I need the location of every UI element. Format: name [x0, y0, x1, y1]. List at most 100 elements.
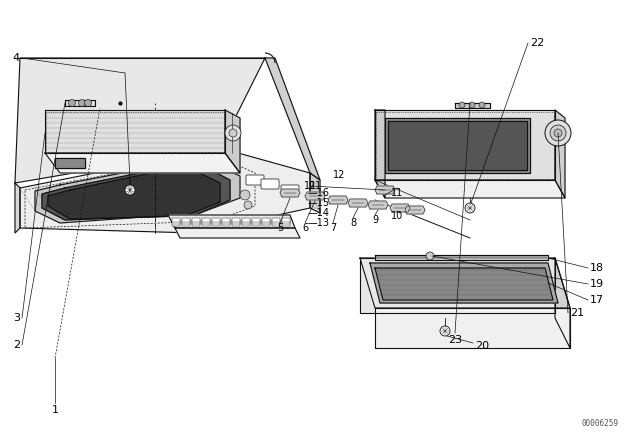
- Polygon shape: [45, 153, 240, 173]
- Bar: [252, 222, 260, 226]
- Polygon shape: [375, 308, 570, 348]
- Polygon shape: [65, 100, 95, 106]
- Text: 20: 20: [475, 341, 489, 351]
- Text: —15: —15: [308, 198, 330, 208]
- Bar: [242, 222, 250, 226]
- Polygon shape: [45, 110, 225, 153]
- Polygon shape: [370, 263, 558, 303]
- Circle shape: [225, 125, 241, 141]
- Text: 10: 10: [391, 211, 403, 221]
- Polygon shape: [35, 158, 240, 223]
- Polygon shape: [42, 162, 230, 220]
- Text: —16: —16: [308, 188, 330, 198]
- Circle shape: [426, 252, 434, 260]
- Polygon shape: [375, 255, 548, 260]
- Bar: [242, 218, 250, 222]
- Text: 7: 7: [330, 223, 336, 233]
- Bar: [192, 222, 200, 226]
- Bar: [232, 222, 240, 226]
- Circle shape: [440, 326, 450, 336]
- Polygon shape: [55, 158, 85, 168]
- Text: 18: 18: [590, 263, 604, 273]
- FancyBboxPatch shape: [261, 179, 279, 189]
- Polygon shape: [360, 258, 555, 313]
- Circle shape: [240, 190, 250, 200]
- Text: 4: 4: [13, 53, 20, 63]
- Circle shape: [125, 185, 135, 195]
- Text: 6: 6: [302, 223, 308, 233]
- Polygon shape: [360, 258, 570, 308]
- Polygon shape: [20, 148, 310, 233]
- Polygon shape: [48, 166, 220, 219]
- Circle shape: [554, 129, 562, 137]
- Text: 21: 21: [570, 308, 584, 318]
- Polygon shape: [375, 180, 565, 198]
- Circle shape: [545, 120, 571, 146]
- Circle shape: [79, 99, 86, 107]
- Polygon shape: [305, 192, 325, 200]
- Text: 9: 9: [372, 215, 378, 225]
- Polygon shape: [15, 183, 20, 233]
- Circle shape: [459, 102, 465, 108]
- FancyBboxPatch shape: [246, 175, 264, 185]
- Bar: [172, 218, 180, 222]
- Circle shape: [550, 125, 566, 141]
- Polygon shape: [280, 189, 300, 197]
- Bar: [242, 220, 250, 224]
- Bar: [282, 222, 290, 226]
- Text: 17: 17: [590, 295, 604, 305]
- Polygon shape: [375, 110, 385, 198]
- Bar: [252, 220, 260, 224]
- Circle shape: [229, 129, 237, 137]
- Polygon shape: [348, 199, 368, 207]
- Bar: [262, 222, 270, 226]
- Polygon shape: [375, 268, 553, 300]
- Text: 11: 11: [310, 181, 323, 191]
- Bar: [232, 218, 240, 222]
- Circle shape: [68, 99, 76, 107]
- Polygon shape: [405, 206, 425, 214]
- Polygon shape: [368, 201, 388, 209]
- Text: 22: 22: [530, 38, 544, 48]
- Bar: [172, 222, 180, 226]
- Polygon shape: [168, 215, 295, 228]
- Bar: [202, 218, 210, 222]
- Circle shape: [84, 99, 92, 107]
- Polygon shape: [555, 258, 570, 348]
- Bar: [212, 222, 220, 226]
- Bar: [262, 218, 270, 222]
- Bar: [272, 220, 280, 224]
- Polygon shape: [385, 118, 530, 173]
- Polygon shape: [225, 110, 240, 173]
- Bar: [202, 220, 210, 224]
- Bar: [252, 218, 260, 222]
- Text: 5: 5: [277, 223, 283, 233]
- Circle shape: [469, 102, 475, 108]
- Bar: [272, 218, 280, 222]
- Text: 3: 3: [13, 313, 20, 323]
- Bar: [202, 222, 210, 226]
- Circle shape: [465, 203, 475, 213]
- Polygon shape: [265, 58, 320, 180]
- Text: 1: 1: [51, 405, 58, 415]
- Circle shape: [479, 102, 485, 108]
- Bar: [212, 220, 220, 224]
- Polygon shape: [375, 186, 395, 194]
- Text: 8: 8: [350, 218, 356, 228]
- Bar: [192, 218, 200, 222]
- Text: 2: 2: [13, 340, 20, 350]
- Text: —14: —14: [308, 208, 330, 218]
- Bar: [222, 218, 230, 222]
- Bar: [222, 220, 230, 224]
- Bar: [212, 218, 220, 222]
- Bar: [272, 222, 280, 226]
- Text: 11: 11: [391, 188, 403, 198]
- Text: —13: —13: [308, 218, 330, 228]
- Bar: [262, 220, 270, 224]
- Circle shape: [244, 201, 252, 209]
- Bar: [182, 220, 190, 224]
- Polygon shape: [175, 228, 300, 238]
- Polygon shape: [328, 196, 348, 204]
- Bar: [182, 222, 190, 226]
- Bar: [232, 220, 240, 224]
